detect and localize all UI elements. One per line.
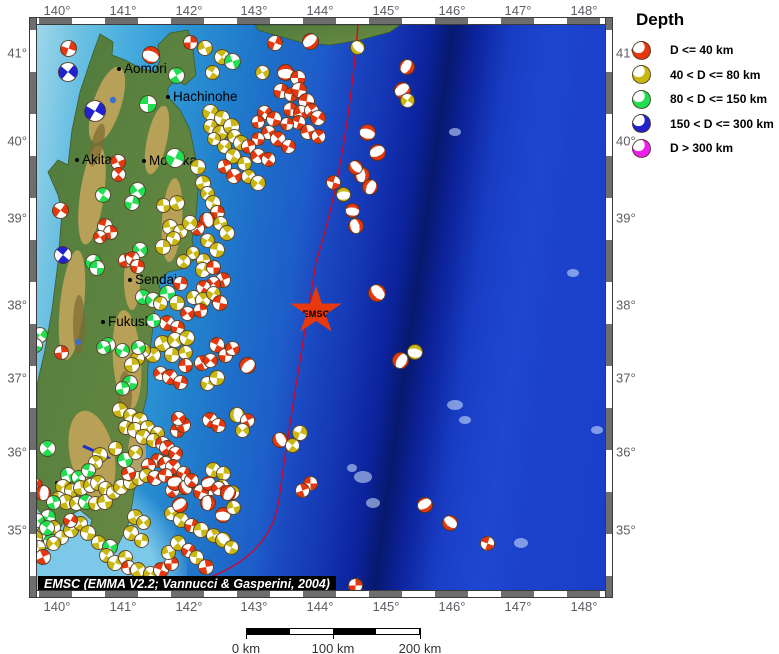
legend-beachball-icon: [632, 114, 651, 134]
scale-segment: [290, 629, 333, 634]
beachball-g-q: [139, 95, 157, 113]
axis-tick-label-bottom: 142°: [175, 599, 203, 614]
axis-tick-label-left: 40°: [7, 133, 27, 149]
axis-tick-label-right: 39°: [616, 210, 636, 226]
axis-tick-label-right: 40°: [616, 133, 636, 149]
beachball-o-q: [155, 239, 171, 255]
map-frame-left: [29, 17, 37, 598]
legend-row: 80 < D <= 150 km: [630, 87, 778, 112]
axis-tick-label-left: 39°: [7, 210, 27, 226]
axis-tick-label-top: 146°: [438, 3, 466, 18]
axis-tick-label-bottom: 140°: [43, 599, 71, 614]
axis-tick-label-top: 147°: [504, 3, 532, 18]
scale-label: 0 km: [231, 641, 261, 654]
beachball-g-q: [144, 311, 162, 329]
axis-tick-label-left: 41°: [7, 45, 27, 61]
beachball-r-q: [176, 356, 194, 374]
beachball-o-l: [334, 185, 352, 203]
beachball-r-q: [182, 34, 198, 50]
axis-tick-label-top: 140°: [43, 3, 71, 18]
legend-beachball-icon: [632, 65, 651, 85]
beachball-r-l: [200, 495, 216, 511]
legend-beachball-icon: [632, 40, 651, 60]
depth-legend: Depth D <= 40 km 40 < D <= 80 km 80 < D <=…: [630, 10, 778, 161]
axis-tick-label-bottom: 146°: [438, 599, 466, 614]
legend-beachball-icon: [632, 138, 651, 158]
beachball-o-q: [169, 295, 185, 311]
city-dot: [128, 278, 132, 282]
trench-axis-line: [204, 25, 359, 580]
scale-label: 100 km: [311, 641, 355, 654]
legend-label: 150 < D <= 300 km: [670, 116, 774, 131]
city-dot: [75, 158, 79, 162]
legend-row: 150 < D <= 300 km: [630, 112, 778, 137]
axis-tick-label-bottom: 145°: [372, 599, 400, 614]
map-canvas: AomoriHachinoheAkitaMoriokaSendaiFukushi…: [37, 25, 605, 590]
axis-tick-label-bottom: 147°: [504, 599, 532, 614]
scale-tick: [246, 628, 247, 639]
beachball-r-l: [343, 201, 361, 219]
scale-label: 200 km: [398, 641, 442, 654]
legend-label: D <= 40 km: [670, 43, 734, 58]
axis-tick-label-top: 143°: [240, 3, 268, 18]
lake: [109, 96, 117, 104]
legend-row: D <= 40 km: [630, 38, 778, 63]
axis-tick-label-left: 36°: [7, 444, 27, 460]
axis-tick-label-bottom: 143°: [240, 599, 268, 614]
legend-label: D > 300 km: [670, 141, 734, 156]
axis-tick-label-left: 38°: [7, 297, 27, 313]
legend-title: Depth: [636, 10, 685, 29]
legend-row: D > 300 km: [630, 136, 778, 161]
city-dot: [101, 320, 105, 324]
map-frame-top: [29, 17, 613, 25]
city-dot: [166, 95, 170, 99]
axis-tick-label-right: 35°: [616, 522, 636, 538]
axis-tick-label-right: 41°: [616, 45, 636, 61]
axis-tick-label-right: 36°: [616, 444, 636, 460]
lake: [75, 339, 81, 345]
axis-tick-label-top: 142°: [175, 3, 203, 18]
city-label: Aomori: [124, 61, 167, 76]
city-label: Hachinohe: [173, 89, 238, 104]
axis-tick-label-left: 37°: [7, 370, 27, 386]
beachball-r-q: [347, 577, 363, 590]
axis-tick-label-left: 35°: [7, 522, 27, 538]
axis-tick-label-top: 145°: [372, 3, 400, 18]
axis-tick-label-bottom: 141°: [109, 599, 137, 614]
legend-label: 40 < D <= 80 km: [670, 67, 761, 82]
scale-tick: [420, 628, 421, 639]
axis-tick-label-right: 37°: [616, 370, 636, 386]
map-frame-bottom: [29, 590, 613, 598]
beachball-r-q: [52, 343, 70, 361]
city-dot: [142, 159, 146, 163]
map-frame-right: [605, 17, 613, 598]
legend-beachball-icon: [632, 89, 651, 109]
axis-tick-label-top: 148°: [570, 3, 598, 18]
city-label: Sendai: [135, 272, 178, 287]
city-label: Akita: [82, 152, 113, 167]
axis-tick-label-top: 144°: [306, 3, 334, 18]
scale-segment: [333, 629, 376, 634]
legend-row: 40 < D <= 80 km: [630, 63, 778, 88]
beachball-g-q: [89, 260, 105, 276]
hokkaido-land: [254, 25, 401, 46]
axis-tick-label-bottom: 148°: [570, 599, 598, 614]
axis-tick-label-bottom: 144°: [306, 599, 334, 614]
attribution-box: EMSC (EMMA V2.2; Vannucci & Gasperini, 2…: [38, 576, 336, 590]
legend-items: D <= 40 km 40 < D <= 80 km 80 < D <= 150 k…: [630, 38, 778, 161]
emsc-star-label: EMSC: [302, 309, 330, 319]
scale-tick: [333, 628, 334, 639]
axis-tick-label-right: 38°: [616, 297, 636, 313]
seamounts: [347, 128, 603, 548]
scale-segment: [247, 629, 290, 634]
legend-label: 80 < D <= 150 km: [670, 92, 768, 107]
axis-tick-label-top: 141°: [109, 3, 137, 18]
scale-segment: [376, 629, 419, 634]
city-dot: [117, 67, 121, 71]
